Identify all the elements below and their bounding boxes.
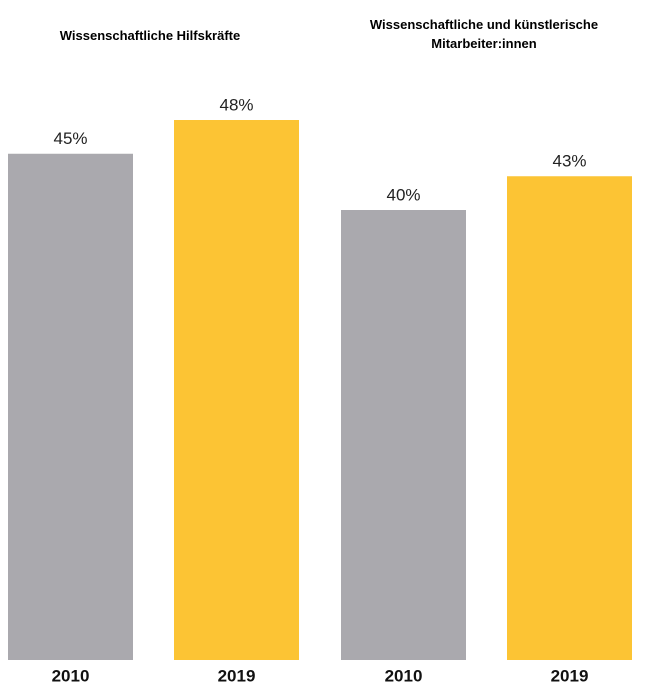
chart-title: Wissenschaftliche und künstlerische Mita… — [369, 17, 599, 51]
bar — [341, 210, 466, 660]
value-label: 40% — [386, 185, 420, 204]
chart-title: Wissenschaftliche Hilfskräfte — [59, 28, 241, 43]
x-tick-label: 2010 — [385, 666, 423, 685]
x-tick-label: 2019 — [218, 666, 256, 685]
bar — [8, 153, 133, 660]
x-tick-label: 2010 — [52, 666, 90, 685]
x-tick-label: 2019 — [551, 666, 589, 685]
bar — [507, 176, 632, 660]
value-label: 45% — [53, 129, 87, 148]
value-label: 48% — [219, 95, 253, 114]
bar — [174, 120, 299, 660]
value-label: 43% — [552, 152, 586, 171]
